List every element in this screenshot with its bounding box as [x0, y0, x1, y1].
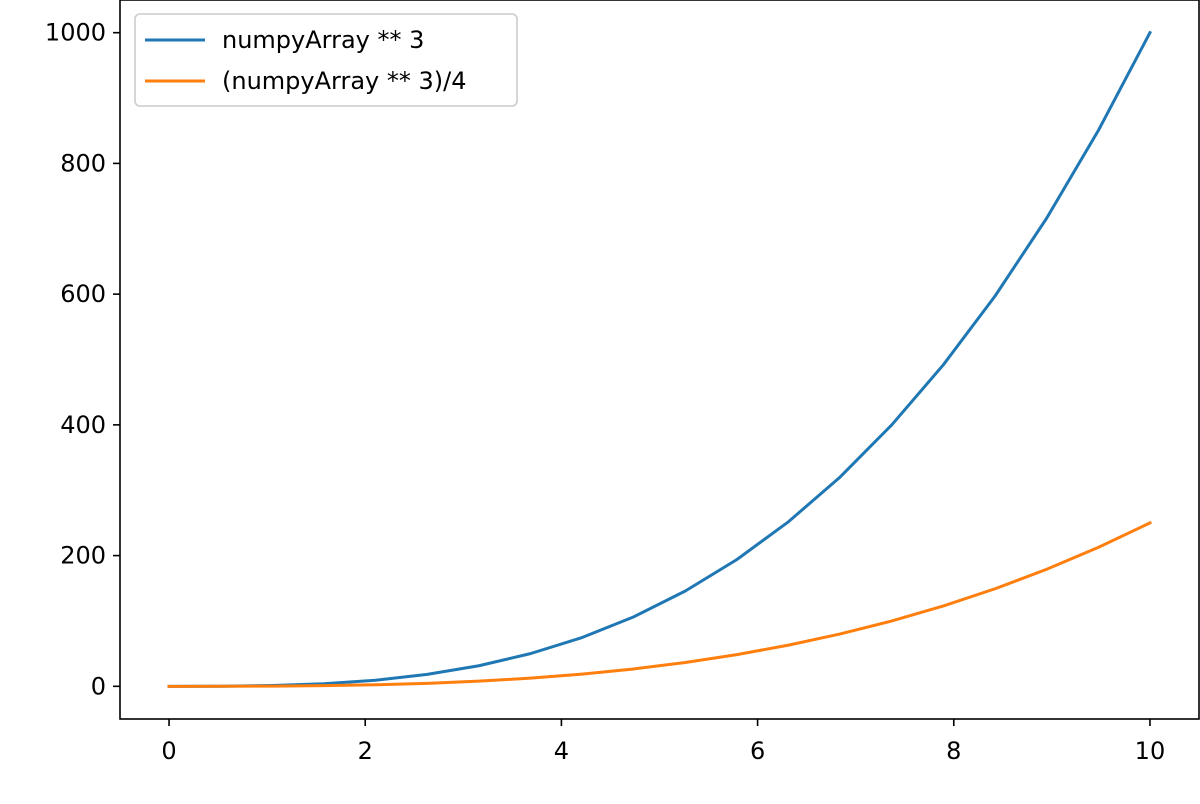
y-tick-label: 800 [60, 149, 106, 177]
legend-label: (numpyArray ** 3)/4 [222, 67, 467, 95]
x-tick-label: 2 [358, 737, 373, 765]
y-tick-label: 1000 [45, 19, 106, 47]
series-line-2 [167, 520, 1152, 688]
axes: 0 2 4 6 8 10 0 200 400 600 800 1000 [45, 0, 1200, 765]
legend-label: numpyArray ** 3 [222, 26, 424, 54]
legend-box [134, 13, 518, 107]
x-tick-label: 10 [1135, 737, 1166, 765]
y-tick-label: 0 [91, 672, 106, 700]
y-tick-label: 200 [60, 542, 106, 570]
x-tick-label: 0 [161, 737, 176, 765]
series-lines [167, 30, 1152, 688]
series-line-1 [167, 30, 1152, 688]
x-tick-label: 6 [750, 737, 765, 765]
y-tick-label: 400 [60, 411, 106, 439]
y-tick-label: 600 [60, 280, 106, 308]
legend: numpyArray ** 3 (numpyArray ** 3)/4 [134, 13, 518, 107]
x-tick-label: 8 [946, 737, 961, 765]
axes-frame [119, 0, 1200, 720]
x-tick-label: 4 [554, 737, 569, 765]
